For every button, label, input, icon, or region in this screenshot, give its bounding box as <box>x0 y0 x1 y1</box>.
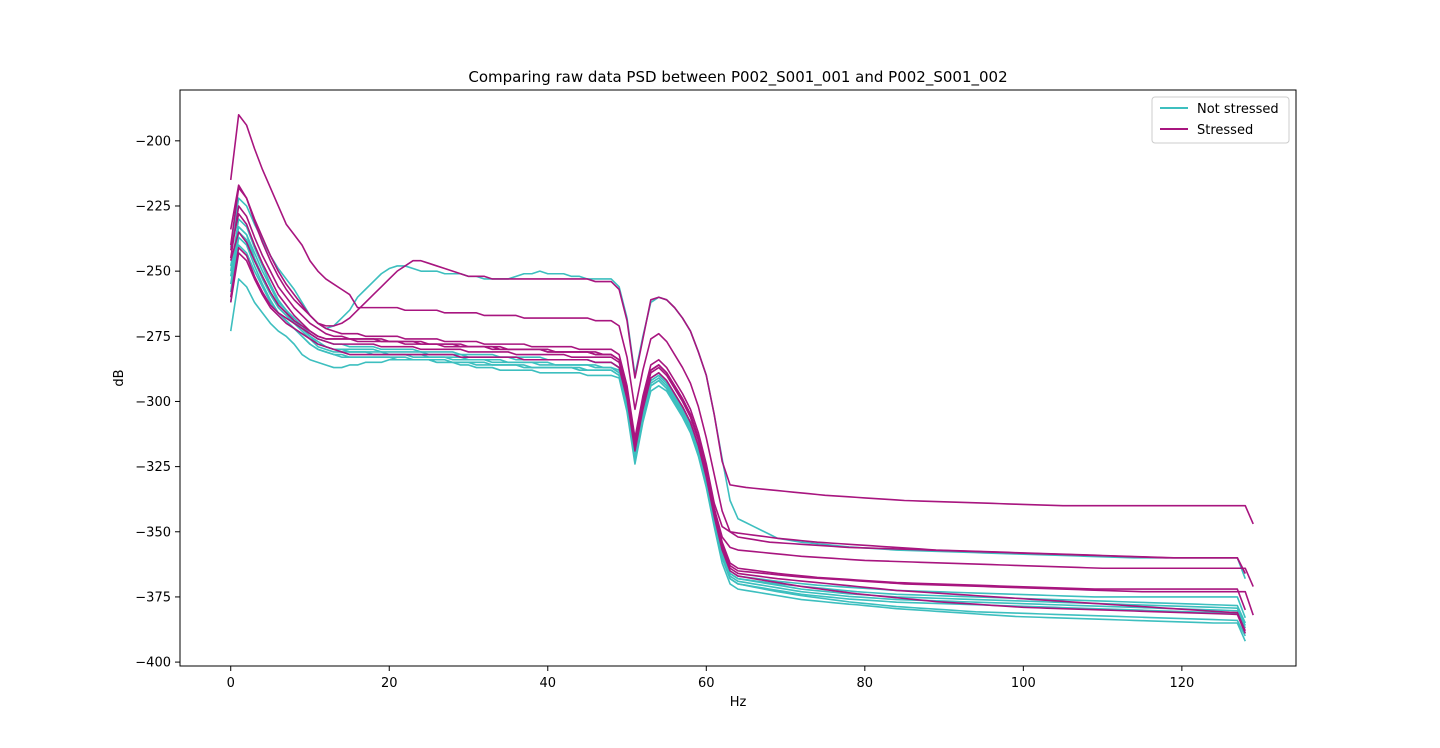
not-stressed-series-line-2 <box>229 278 1247 642</box>
legend: Not stressed Stressed <box>1151 96 1290 144</box>
y-axis-label: dB <box>112 369 127 386</box>
y-tick-label: −225 <box>135 199 171 214</box>
stressed-series-line-4 <box>229 205 1254 587</box>
plot-frame <box>179 89 1297 667</box>
x-tick-label: 60 <box>698 676 715 691</box>
not-stressed-series-line-0 <box>229 226 1246 626</box>
y-tick-label: −250 <box>135 265 171 280</box>
x-tick-label: 100 <box>1011 676 1036 691</box>
x-axis-label: Hz <box>730 695 747 710</box>
y-tick-label: −350 <box>135 525 171 540</box>
y-tick-label: −200 <box>135 134 171 149</box>
x-tick-label: 120 <box>1169 676 1194 691</box>
y-axis: −400 −375 −350 −325 −300 −275 −250 −225 −200 <box>135 134 180 671</box>
x-tick-label: 40 <box>539 676 556 691</box>
stressed-series-line-0 <box>229 113 1246 574</box>
stressed-series-line-1 <box>229 184 1254 525</box>
y-tick-label: −275 <box>135 330 171 345</box>
chart-title: Comparing raw data PSD between P002_S001… <box>468 68 1007 87</box>
x-tick-label: 0 <box>227 676 235 691</box>
y-tick-label: −375 <box>135 590 171 605</box>
y-tick-label: −325 <box>135 460 171 475</box>
stressed-series-line-7 <box>229 252 1247 634</box>
x-tick-label: 20 <box>381 676 398 691</box>
stressed-series-line-5 <box>229 246 1247 632</box>
not-stressed-series-line-4 <box>229 236 1246 637</box>
x-tick-label: 80 <box>857 676 874 691</box>
x-axis: 0 20 40 60 80 100 120 <box>227 666 1194 691</box>
y-tick-label: −400 <box>135 656 171 671</box>
not-stressed-series-line-5 <box>229 218 1246 624</box>
y-tick-label: −300 <box>135 395 171 410</box>
series-layer <box>229 113 1254 642</box>
stressed-series-line-6 <box>229 186 1246 574</box>
legend-label-not-stressed: Not stressed <box>1197 102 1279 117</box>
not-stressed-series-line-6 <box>229 197 1247 579</box>
stressed-series-line-3 <box>229 231 1254 616</box>
legend-label-stressed: Stressed <box>1197 123 1253 138</box>
